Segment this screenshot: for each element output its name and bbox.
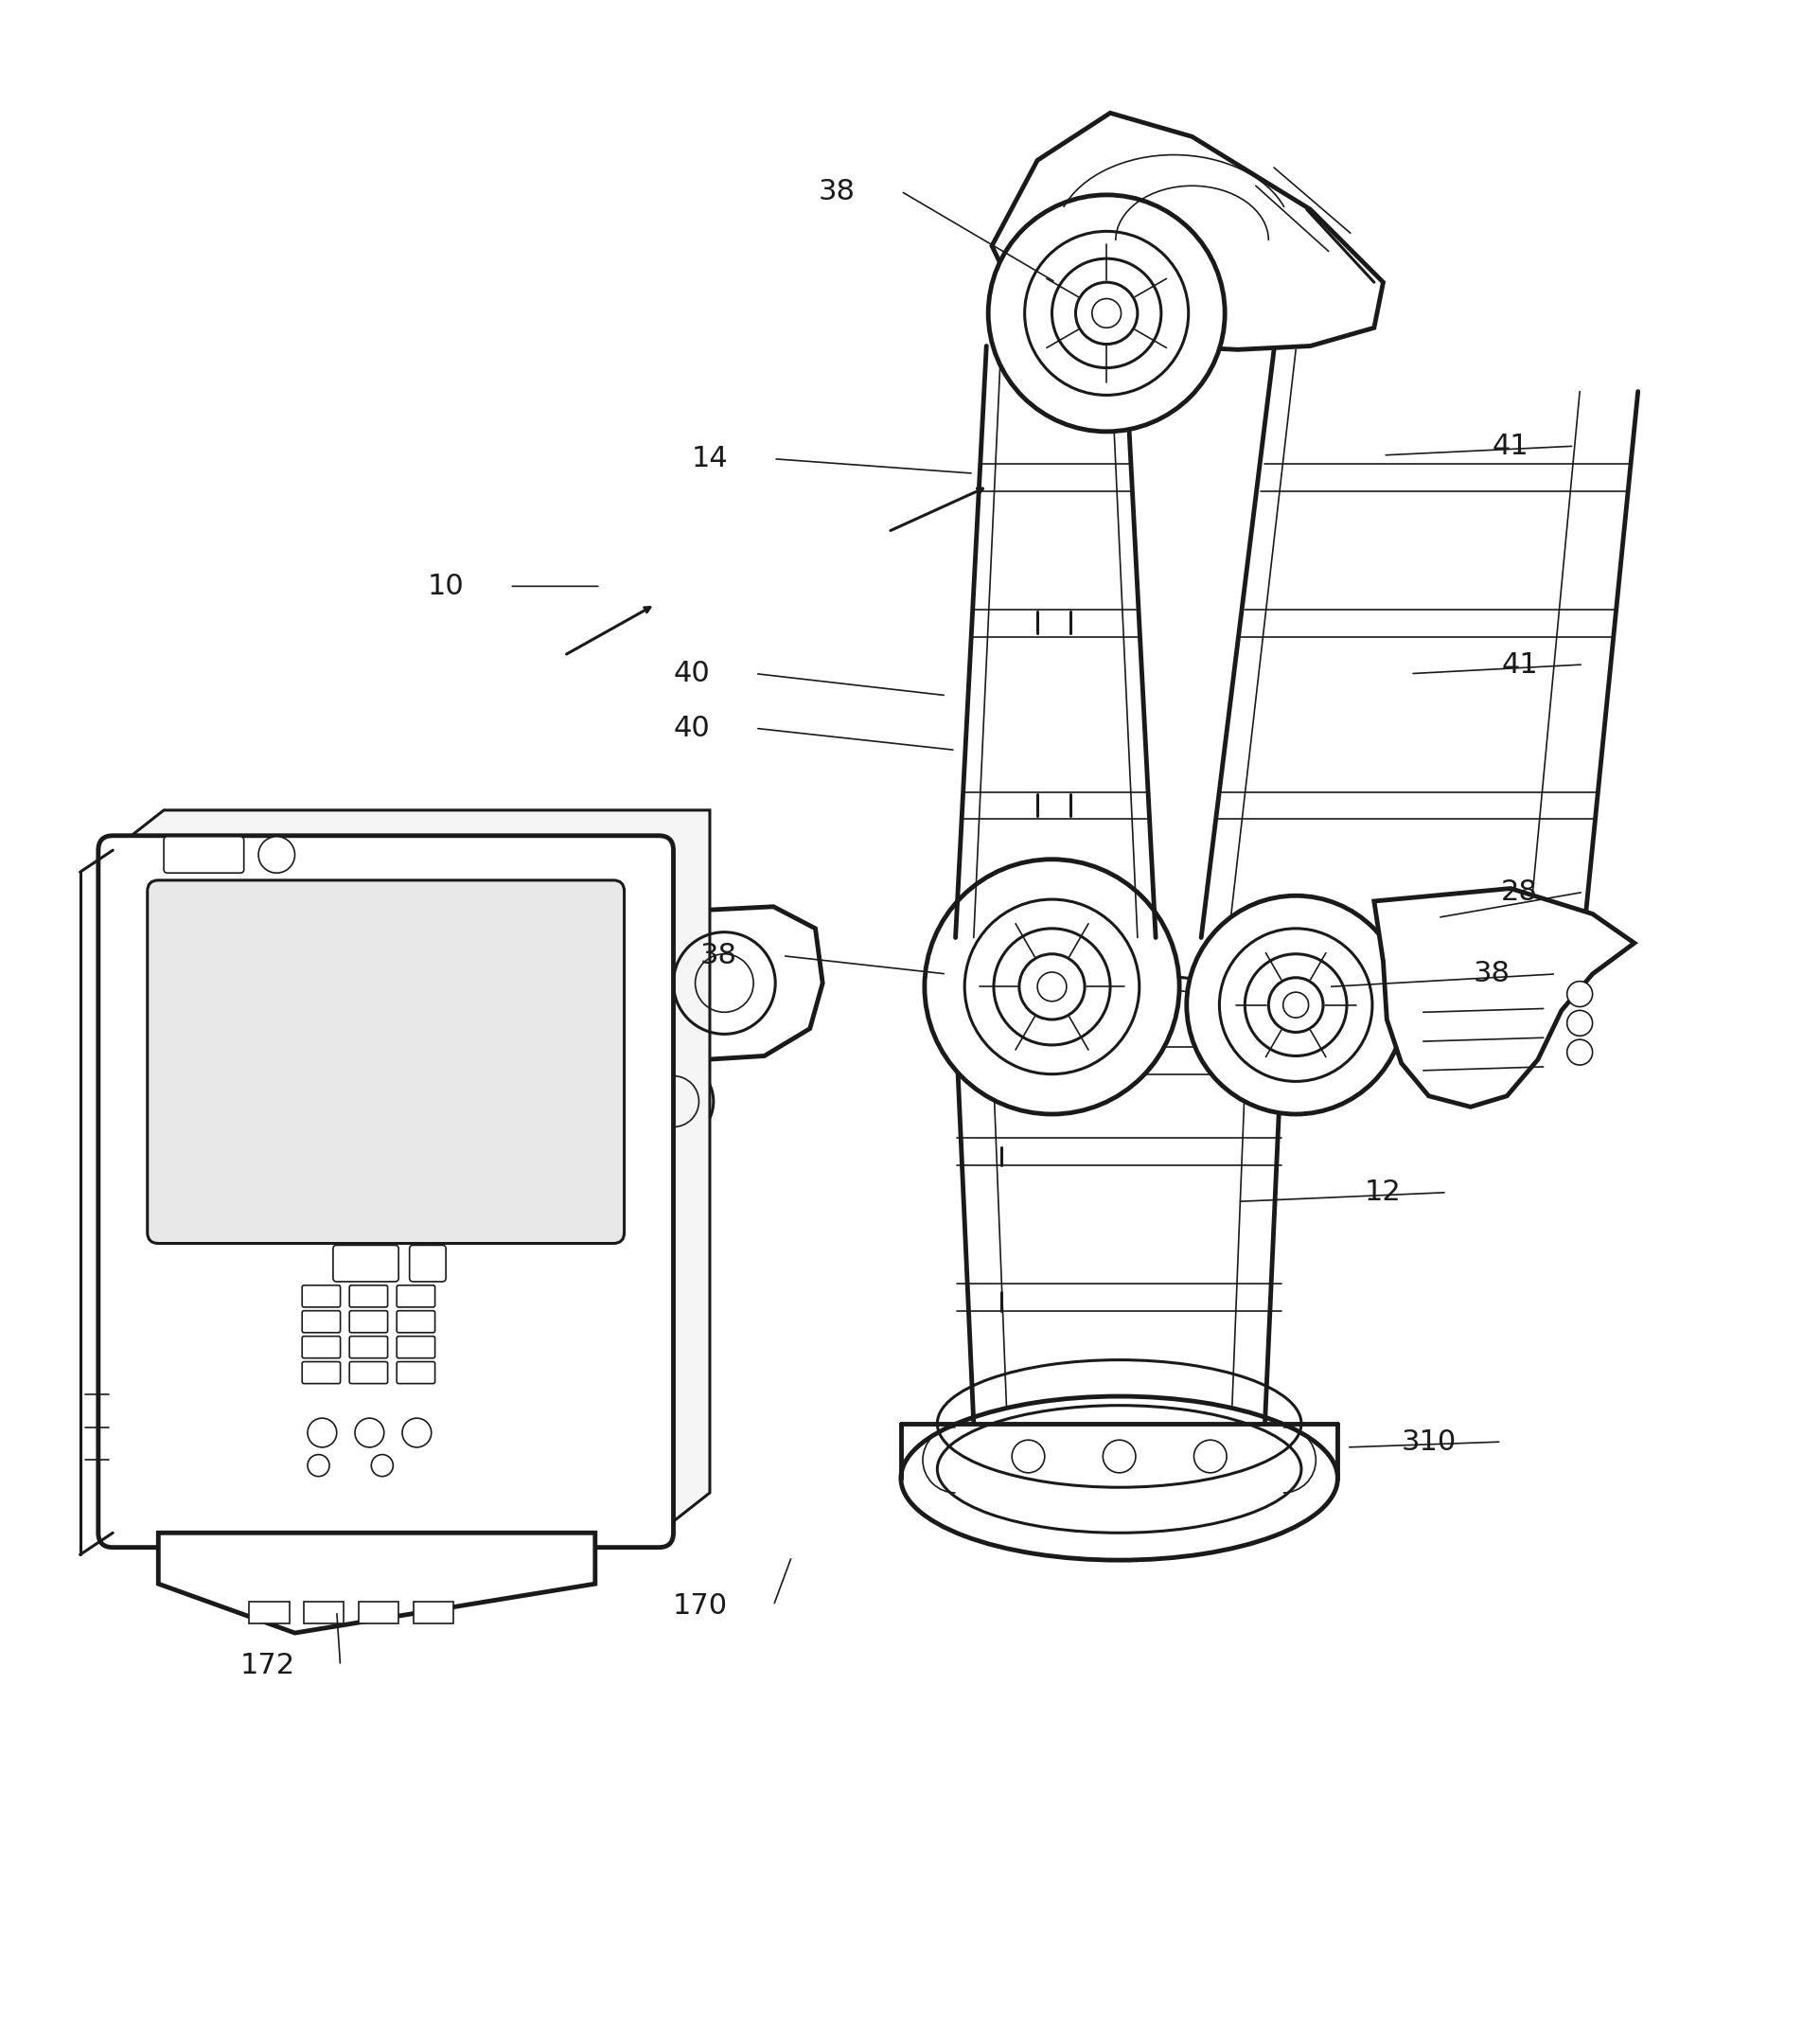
- Text: 41: 41: [1501, 650, 1538, 679]
- FancyBboxPatch shape: [302, 1362, 340, 1384]
- Polygon shape: [992, 112, 1383, 349]
- Text: 40: 40: [673, 661, 710, 687]
- Bar: [304, 1603, 344, 1623]
- FancyBboxPatch shape: [410, 1246, 446, 1283]
- Bar: [249, 1603, 289, 1623]
- Circle shape: [258, 836, 295, 873]
- Text: 38: 38: [1474, 960, 1511, 987]
- Circle shape: [1567, 1040, 1592, 1064]
- FancyBboxPatch shape: [397, 1336, 435, 1358]
- FancyBboxPatch shape: [349, 1311, 388, 1334]
- FancyBboxPatch shape: [147, 881, 624, 1244]
- FancyBboxPatch shape: [164, 836, 244, 873]
- Polygon shape: [1201, 336, 1638, 938]
- FancyBboxPatch shape: [397, 1311, 435, 1334]
- FancyBboxPatch shape: [397, 1362, 435, 1384]
- Polygon shape: [956, 1020, 1283, 1423]
- Polygon shape: [113, 809, 710, 1533]
- Circle shape: [355, 1419, 384, 1448]
- Circle shape: [1103, 1440, 1136, 1472]
- Text: 41: 41: [1492, 432, 1529, 461]
- Circle shape: [1567, 981, 1592, 1007]
- Circle shape: [308, 1454, 329, 1476]
- Text: 14: 14: [692, 445, 728, 473]
- Circle shape: [402, 1419, 431, 1448]
- FancyBboxPatch shape: [349, 1362, 388, 1384]
- Circle shape: [371, 1454, 393, 1476]
- FancyBboxPatch shape: [98, 836, 673, 1548]
- Circle shape: [308, 1419, 337, 1448]
- FancyBboxPatch shape: [397, 1285, 435, 1307]
- Bar: [641, 946, 686, 1015]
- Circle shape: [633, 1062, 713, 1142]
- FancyBboxPatch shape: [349, 1285, 388, 1307]
- Text: 38: 38: [701, 942, 737, 969]
- Text: 40: 40: [673, 714, 710, 742]
- Text: 172: 172: [240, 1652, 295, 1680]
- Polygon shape: [637, 907, 823, 1060]
- FancyBboxPatch shape: [302, 1336, 340, 1358]
- Ellipse shape: [988, 196, 1225, 432]
- FancyBboxPatch shape: [302, 1311, 340, 1334]
- Text: 28: 28: [1501, 879, 1538, 905]
- FancyBboxPatch shape: [302, 1285, 340, 1307]
- Text: 38: 38: [819, 177, 855, 206]
- Bar: [413, 1603, 453, 1623]
- Circle shape: [1194, 1440, 1227, 1472]
- Text: 10: 10: [428, 573, 464, 599]
- Text: 12: 12: [1365, 1179, 1401, 1207]
- Circle shape: [1567, 1011, 1592, 1036]
- Circle shape: [1012, 1440, 1045, 1472]
- Ellipse shape: [925, 858, 1179, 1113]
- Text: 170: 170: [673, 1592, 728, 1619]
- Ellipse shape: [901, 1397, 1338, 1560]
- FancyBboxPatch shape: [349, 1336, 388, 1358]
- Bar: [359, 1603, 399, 1623]
- FancyBboxPatch shape: [333, 1246, 399, 1283]
- Polygon shape: [956, 347, 1156, 938]
- Ellipse shape: [1187, 895, 1405, 1113]
- Polygon shape: [1374, 889, 1634, 1107]
- Text: 310: 310: [1401, 1427, 1456, 1456]
- Polygon shape: [158, 1533, 595, 1633]
